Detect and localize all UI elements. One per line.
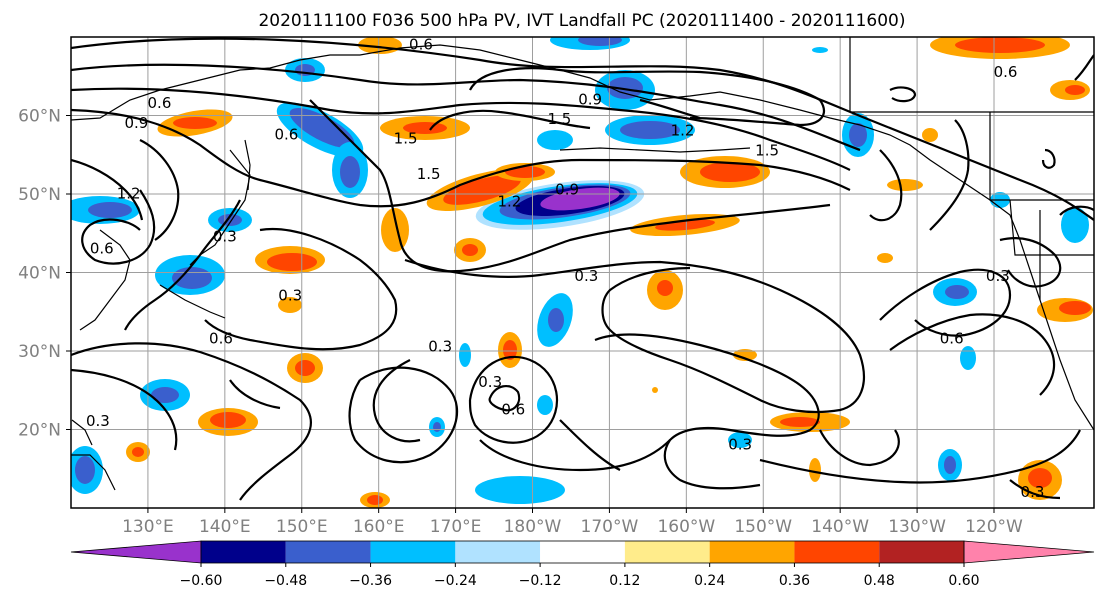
contour-label: 1.2 (497, 192, 521, 210)
latitude-ticks: 20°N 30°N 40°N 50°N 60°N (18, 107, 71, 441)
colorbar-extend-high (963, 540, 1095, 564)
colorbar-tick-label: 0.48 (864, 573, 895, 589)
colorbar-segment (540, 541, 625, 563)
x-tick-label: 140°W (811, 517, 869, 537)
map-plot-area: 0.60.91.51.21.50.60.90.6 1.51.50.91.21.20… (71, 35, 1094, 508)
y-tick-label: 60°N (18, 107, 61, 127)
colorbar: −0.60 −0.48 −0.36 −0.24 −0.12 0.12 0.24 0.36 0.4… (70, 540, 1095, 589)
x-tick-label: 120°W (965, 517, 1023, 537)
contour-label: 0.3 (86, 412, 110, 430)
colorbar-tick-label: −0.36 (349, 573, 392, 589)
contour-label: 0.9 (555, 181, 579, 199)
colorbar-extend-low (70, 540, 202, 564)
contour-label: 0.6 (90, 239, 114, 257)
colorbar-tick-label: 0.12 (609, 573, 640, 589)
contour-label: 0.9 (578, 90, 602, 108)
x-tick-label: 180°W (504, 517, 562, 537)
y-tick-label: 20°N (18, 421, 61, 441)
contour-label: 0.3 (428, 338, 452, 356)
contour-label: 1.2 (117, 185, 141, 203)
colorbar-segment (794, 541, 880, 563)
x-tick-label: 170°W (581, 517, 639, 537)
colorbar-segment (709, 541, 795, 563)
colorbar-tick-label: −0.24 (434, 573, 477, 589)
coastlines (71, 37, 1094, 491)
contour-label: 0.3 (1021, 483, 1045, 501)
contour-label: 0.6 (940, 330, 964, 348)
contour-label: 1.5 (547, 110, 571, 128)
colorbar-segment (370, 541, 456, 563)
colorbar-segment (879, 541, 964, 563)
colorbar-tick-label: −0.12 (519, 573, 562, 589)
contour-label: 0.6 (994, 63, 1018, 81)
contour-label: 0.3 (278, 287, 302, 305)
contour-label: 0.3 (574, 267, 598, 285)
contour-label: 0.9 (124, 114, 148, 132)
y-tick-label: 30°N (18, 342, 61, 362)
contour-label: 0.6 (148, 94, 172, 112)
colorbar-tick-label: 0.24 (694, 573, 725, 589)
contour-label: 0.3 (728, 436, 752, 454)
x-tick-label: 130°W (888, 517, 946, 537)
contour-label: 0.3 (478, 373, 502, 391)
colorbar-frame (200, 540, 965, 564)
contour-label: 0.6 (501, 400, 525, 418)
contour-label: 1.5 (755, 141, 779, 159)
contour-label: 0.3 (986, 267, 1010, 285)
x-tick-label: 170°E (430, 517, 482, 537)
contour-label: 0.3 (213, 228, 237, 246)
x-tick-label: 150°W (734, 517, 792, 537)
map-grid (71, 37, 1094, 508)
x-tick-label: 130°E (122, 517, 174, 537)
colorbar-tick-label: 0.36 (779, 573, 810, 589)
colorbar-segment (285, 541, 371, 563)
x-tick-label: 160°W (657, 517, 715, 537)
colorbar-segment (455, 541, 541, 563)
x-tick-label: 160°E (353, 517, 405, 537)
contour-label: 0.6 (209, 330, 233, 348)
x-tick-label: 140°E (199, 517, 251, 537)
contour-label: 1.5 (394, 130, 418, 148)
x-tick-label: 150°E (276, 517, 328, 537)
colorbar-tick-label: −0.48 (264, 573, 307, 589)
colorbar-segment (201, 541, 286, 563)
contour-labels: 0.60.91.51.21.50.60.90.6 1.51.50.91.21.20… (86, 35, 1045, 501)
colorbar-tick-label: 0.60 (948, 573, 979, 589)
y-tick-label: 50°N (18, 185, 61, 205)
contour-label: 1.2 (671, 122, 695, 140)
y-tick-label: 40°N (18, 264, 61, 284)
longitude-ticks: 130°E 140°E 150°E 160°E 170°E 180°W 170°W 160°W… (122, 508, 1023, 537)
colorbar-tick-label: −0.60 (180, 573, 223, 589)
colorbar-segment (624, 541, 710, 563)
contour-label: 0.6 (274, 126, 298, 144)
contour-label: 0.6 (409, 35, 433, 53)
contour-label: 1.5 (417, 165, 441, 183)
pv-contours (71, 37, 1094, 501)
chart-title: 2020111100 F036 500 hPa PV, IVT Landfall… (258, 11, 905, 31)
